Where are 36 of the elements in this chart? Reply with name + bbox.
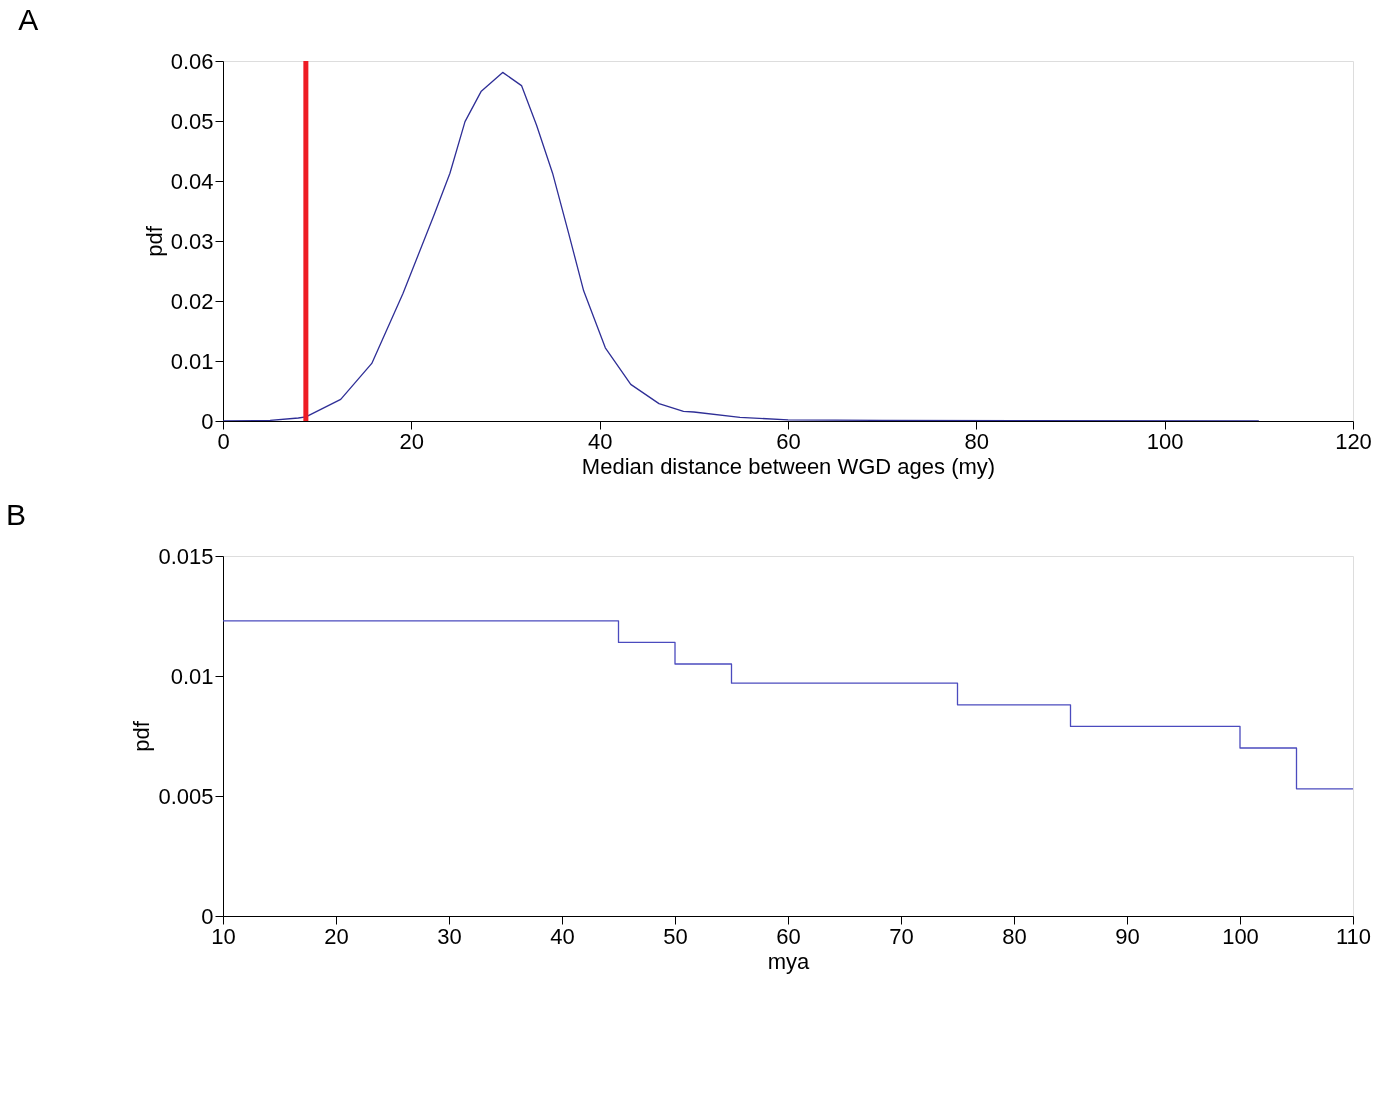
y-tick-label: 0.015: [158, 543, 214, 569]
x-tick-label: 60: [776, 923, 801, 949]
y-tick-label: 0.02: [170, 288, 214, 314]
y-axis-title: pdf: [141, 225, 167, 257]
y-tick-label: 0.03: [170, 228, 214, 254]
x-axis-title: mya: [767, 948, 811, 974]
x-tick-label: 0: [217, 428, 230, 454]
x-tick-label: 40: [587, 428, 613, 454]
x-axis-title: Median distance between WGD ages (my): [581, 453, 996, 479]
x-tick-label: 110: [1335, 923, 1372, 949]
x-tick-label: 70: [889, 923, 914, 949]
y-tick-label: 0.04: [170, 168, 214, 194]
x-tick-label: 90: [1115, 923, 1140, 949]
chart-title: A: [18, 3, 39, 36]
x-tick-label: 40: [550, 923, 575, 949]
x-tick-label: 80: [964, 428, 990, 454]
chart-title: B: [5, 498, 26, 531]
x-tick-label: 100: [1222, 923, 1259, 949]
y-tick-label: 0.005: [158, 783, 214, 809]
x-tick-label: 20: [399, 428, 425, 454]
x-tick-label: 100: [1146, 428, 1184, 454]
x-tick-label: 50: [663, 923, 688, 949]
x-tick-label: 80: [1002, 923, 1027, 949]
x-tick-label: 30: [437, 923, 462, 949]
y-tick-label: 0.01: [170, 348, 214, 374]
x-tick-label: 120: [1335, 428, 1372, 454]
x-tick-label: 20: [324, 923, 349, 949]
y-tick-label: 0.01: [170, 663, 214, 689]
line-series: [223, 71, 1260, 421]
y-tick-label: 0: [201, 408, 214, 434]
y-tick-label: 0.06: [170, 48, 214, 74]
y-tick-label: 0.05: [170, 108, 214, 134]
y-tick-label: 0: [201, 903, 214, 929]
x-tick-label: 60: [776, 428, 801, 454]
x-tick-label: 10: [211, 923, 236, 949]
y-axis-title: pdf: [129, 720, 155, 752]
